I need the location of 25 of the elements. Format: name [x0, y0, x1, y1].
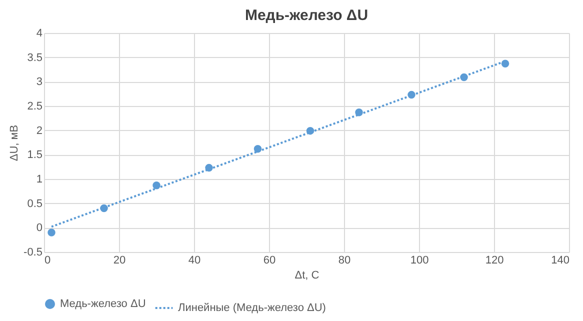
x-tick-label: 100 — [410, 254, 429, 266]
y-tick-label: 4 — [36, 28, 42, 40]
y-tick-label: 1.5 — [27, 149, 42, 162]
y-tick-label: 3.5 — [27, 52, 42, 64]
x-tick-label: 60 — [263, 254, 276, 266]
legend-label: Линейные (Медь-железо ΔU) — [178, 302, 326, 314]
legend-label: Медь-железо ΔU — [60, 298, 146, 310]
y-tick-label: 1 — [36, 174, 42, 186]
y-tick-label: 0.5 — [27, 198, 42, 210]
chart-title: Медь-железо ΔU — [244, 7, 368, 24]
x-tick-label: 80 — [338, 254, 351, 266]
x-tick-label: 20 — [113, 254, 126, 266]
x-tick-label: 40 — [188, 254, 201, 266]
y-axis-title: ΔU, мВ — [8, 124, 21, 162]
point — [501, 60, 510, 68]
x-tick-label: 140 — [551, 254, 570, 266]
y-tick-label: 0 — [36, 222, 42, 234]
x-axis-title: Δt, C — [294, 270, 320, 282]
point — [48, 228, 56, 236]
y-tick-label: 3 — [36, 76, 42, 88]
y-tick-label: 2 — [36, 124, 42, 137]
y-tick-label: -0.5 — [24, 246, 42, 258]
x-tick-label: 120 — [485, 254, 504, 266]
x-tick-label: 0 — [44, 254, 51, 266]
y-tick-label: 2.5 — [27, 100, 42, 112]
